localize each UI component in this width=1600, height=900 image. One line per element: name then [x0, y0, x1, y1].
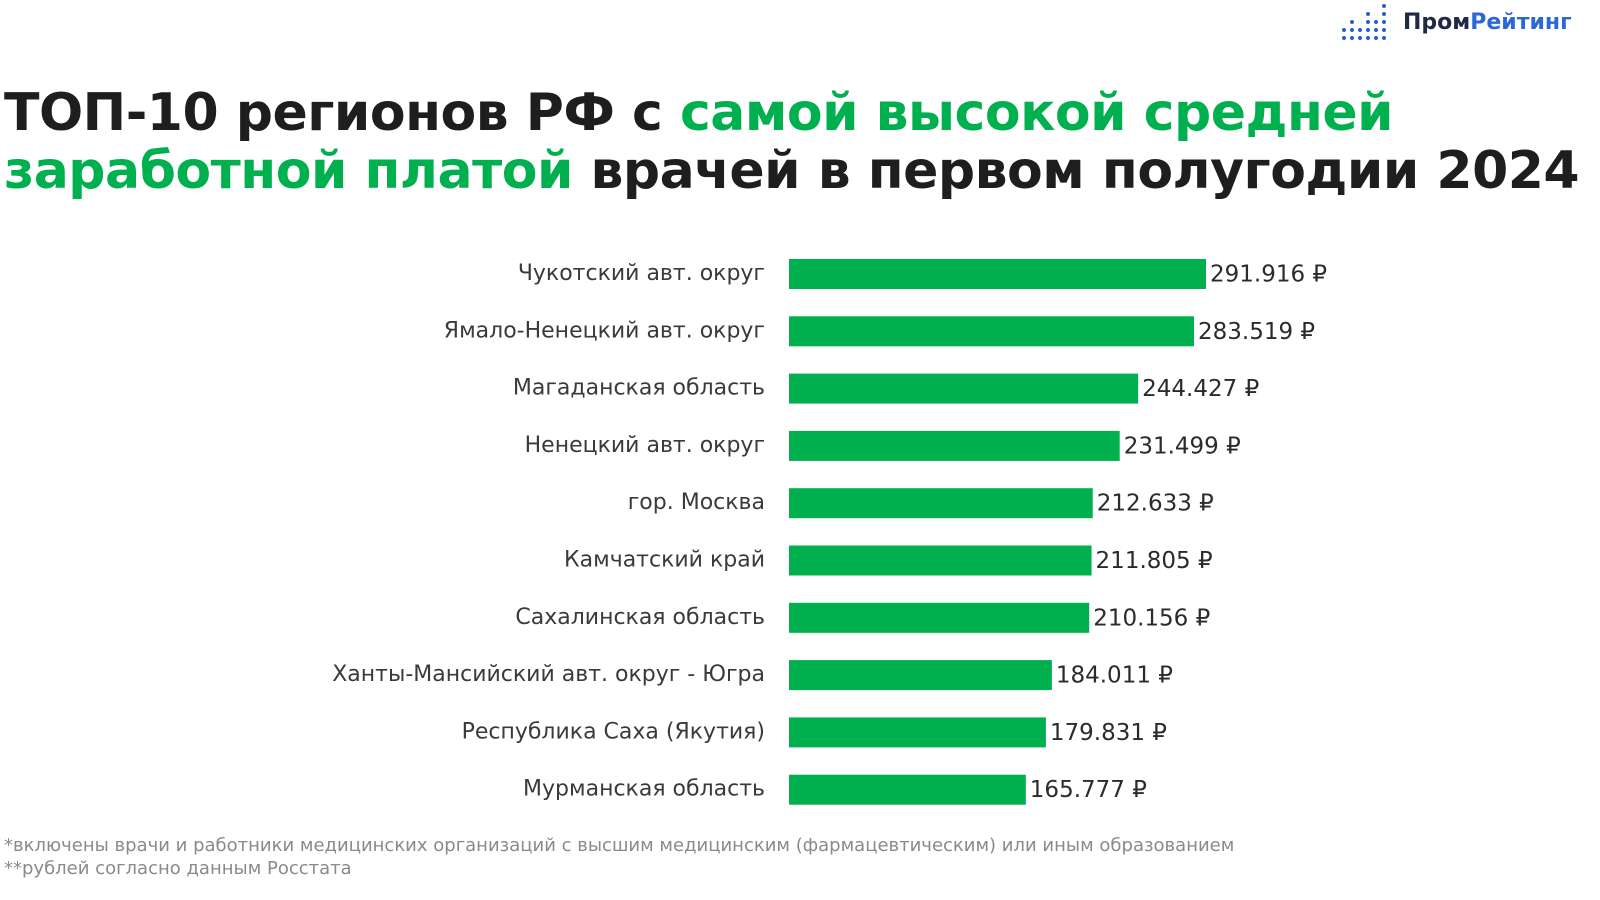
- logo-text-part1: Пром: [1403, 9, 1471, 35]
- category-label: Республика Саха (Якутия): [462, 719, 765, 744]
- bar: [789, 660, 1052, 691]
- category-label: гор. Москва: [628, 490, 765, 515]
- value-label: 165.777 ₽: [1030, 777, 1147, 803]
- value-label: 244.427 ₽: [1142, 376, 1259, 402]
- brand-logo: ПромРейтинг: [1342, 2, 1572, 42]
- bar: [789, 488, 1093, 519]
- category-label: Ненецкий авт. округ: [525, 433, 765, 458]
- value-label: 212.633 ₽: [1097, 491, 1214, 517]
- bar: [789, 545, 1092, 576]
- value-label: 291.916 ₽: [1210, 262, 1327, 288]
- logo-dots-icon: [1342, 3, 1387, 41]
- bar: [789, 316, 1195, 347]
- category-label: Магаданская область: [513, 376, 765, 401]
- salary-bar-chart: Чукотский авт. округ 291.916 ₽ Ямало-Ненец…: [332, 259, 1327, 805]
- category-label: Мурманская область: [523, 777, 765, 802]
- value-label: 231.499 ₽: [1124, 433, 1241, 459]
- category-label: Камчатский край: [564, 548, 765, 573]
- footnotes: *включены врачи и работники медицинских …: [4, 834, 1234, 880]
- bar: [789, 774, 1026, 805]
- bar: [789, 430, 1120, 461]
- title-accent-1: самой высокой средней: [679, 83, 1394, 143]
- bar: [789, 373, 1139, 404]
- page-title: ТОП-10 регионов РФ с самой высокой средн…: [4, 83, 1580, 201]
- title-part1: ТОП-10 регионов РФ с: [4, 83, 680, 143]
- footnote-1: *включены врачи и работники медицинских …: [4, 835, 1235, 856]
- bar: [789, 602, 1090, 633]
- footnote-2: **рублей согласно данным Росстата: [4, 858, 352, 879]
- title-part2: врачей в первом полугодии 2024: [572, 141, 1580, 201]
- bar: [789, 717, 1046, 748]
- value-label: 210.156 ₽: [1093, 605, 1210, 631]
- bar: [789, 259, 1206, 289]
- title-accent-2: заработной платой: [4, 141, 573, 201]
- value-label: 283.519 ₽: [1198, 319, 1315, 345]
- category-label: Чукотский авт. округ: [518, 261, 765, 286]
- logo-text-part2: Рейтинг: [1470, 9, 1572, 35]
- value-label: 211.805 ₽: [1096, 548, 1213, 574]
- category-label: Ямало-Ненецкий авт. округ: [444, 318, 765, 343]
- value-label: 179.831 ₽: [1050, 720, 1167, 746]
- category-label: Сахалинская область: [515, 605, 765, 630]
- value-label: 184.011 ₽: [1056, 663, 1173, 689]
- logo-text: ПромРейтинг: [1403, 10, 1572, 35]
- category-label: Ханты-Мансийский авт. округ - Югра: [332, 662, 765, 687]
